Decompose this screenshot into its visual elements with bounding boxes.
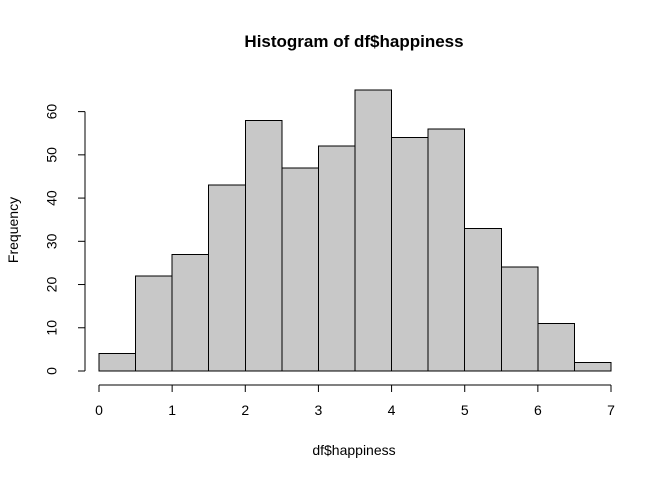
histogram-bar <box>135 275 173 372</box>
y-tick-label: 30 <box>44 233 60 249</box>
x-tick-label: 7 <box>607 402 615 418</box>
x-tick-label: 2 <box>241 402 249 418</box>
histogram-bar <box>500 266 539 372</box>
x-tick-label: 3 <box>315 402 323 418</box>
histogram-bar <box>171 253 210 372</box>
x-tick-label: 5 <box>461 402 469 418</box>
chart-title: Histogram of df$happiness <box>244 32 463 51</box>
y-axis: 0 10 20 30 40 50 60 <box>44 104 86 375</box>
x-tick-label: 6 <box>534 402 542 418</box>
x-tick-label: 4 <box>388 402 396 418</box>
x-tick-label: 1 <box>168 402 176 418</box>
y-tick-label: 20 <box>44 277 60 293</box>
y-tick-label: 0 <box>44 367 60 375</box>
y-tick-label: 60 <box>44 104 60 120</box>
bars-layer <box>98 89 612 372</box>
x-tick-label: 0 <box>95 402 103 418</box>
histogram-bar <box>537 322 575 372</box>
x-axis-label: df$happiness <box>312 442 395 458</box>
x-axis: 0 1 2 3 4 5 6 7 <box>95 384 615 418</box>
histogram-bar <box>391 137 429 372</box>
histogram-bar <box>464 227 502 372</box>
histogram-bar <box>354 89 393 372</box>
y-tick-label: 40 <box>44 190 60 206</box>
histogram-bar <box>427 128 466 372</box>
y-tick-label: 50 <box>44 147 60 163</box>
y-axis-label: Frequency <box>5 197 21 263</box>
histogram-bar <box>317 145 356 372</box>
histogram-bar <box>573 361 612 372</box>
y-tick-label: 10 <box>44 320 60 336</box>
histogram-bar <box>98 353 137 372</box>
histogram-bar <box>208 184 246 372</box>
histogram-bar <box>281 167 319 372</box>
histogram-bar <box>244 119 283 372</box>
